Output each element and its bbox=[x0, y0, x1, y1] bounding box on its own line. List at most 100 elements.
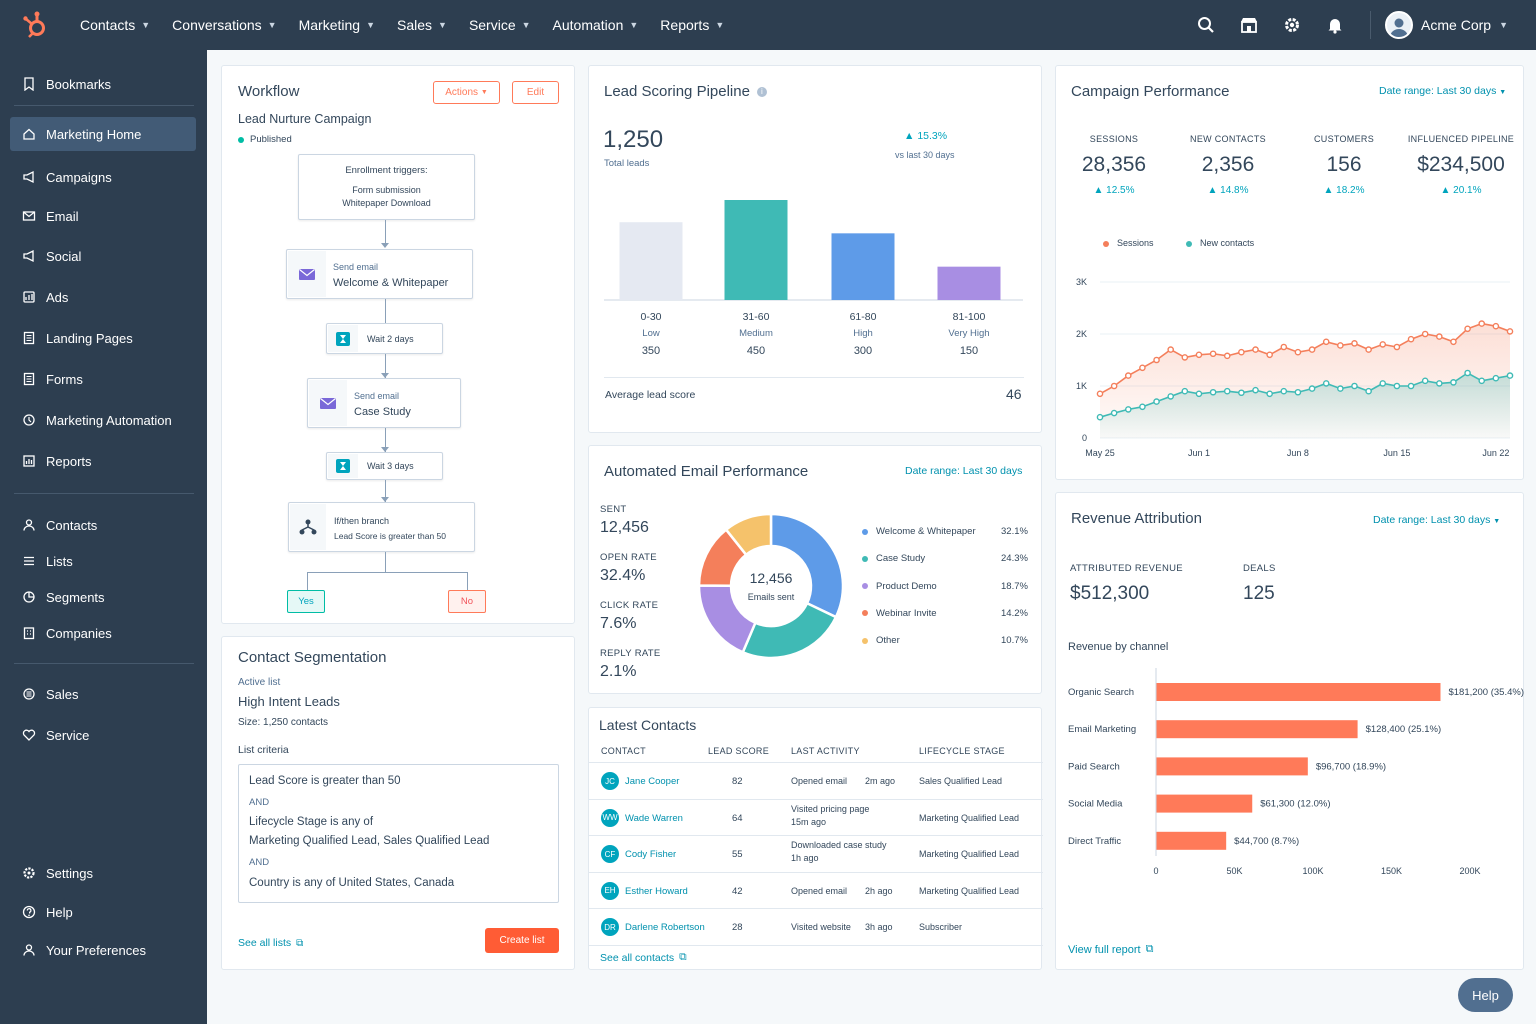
table-row[interactable]: CF Cody Fisher 55 Downloaded case study 1h a… bbox=[589, 835, 1043, 872]
sidebar-item-contacts[interactable]: Contacts bbox=[10, 508, 196, 542]
score-bar-31-60[interactable] bbox=[724, 200, 788, 300]
data-point[interactable] bbox=[1379, 380, 1387, 387]
sidebar-item-service[interactable]: Service bbox=[10, 718, 196, 752]
nav-item-reports[interactable]: Reports ▼ bbox=[660, 17, 724, 33]
sidebar-item-your-preferences[interactable]: Your Preferences bbox=[10, 933, 196, 967]
revenue-bar-email-marketing[interactable] bbox=[1156, 720, 1358, 739]
data-point[interactable] bbox=[1322, 380, 1330, 387]
data-point[interactable] bbox=[1436, 380, 1443, 387]
enrollment-trigger-box[interactable]: Enrollment triggers: Form submission Whi… bbox=[298, 154, 475, 220]
score-bar-0-30[interactable] bbox=[619, 222, 683, 300]
data-point[interactable] bbox=[1478, 377, 1486, 385]
revenue-bar-social-media[interactable] bbox=[1156, 794, 1253, 813]
data-point[interactable] bbox=[1195, 390, 1203, 398]
data-point[interactable] bbox=[1153, 398, 1160, 405]
see-all-contacts-link[interactable]: See all contacts ⧉ bbox=[600, 951, 687, 964]
data-point[interactable] bbox=[1393, 382, 1401, 390]
data-point[interactable] bbox=[1223, 352, 1231, 360]
sidebar-item-reports[interactable]: Reports bbox=[10, 444, 196, 478]
donut-slice-other[interactable] bbox=[724, 512, 773, 557]
data-point[interactable] bbox=[1421, 330, 1429, 338]
sidebar-item-landing-pages[interactable]: Landing Pages bbox=[10, 321, 196, 355]
table-row[interactable]: DR Darlene Robertson 28 Visited website 3h a… bbox=[589, 908, 1043, 945]
contact-name-link[interactable]: Jane Cooper bbox=[625, 776, 680, 787]
data-point[interactable] bbox=[1421, 377, 1429, 385]
sidebar-item-campaigns[interactable]: Campaigns bbox=[10, 160, 196, 194]
score-bar-81-100[interactable] bbox=[937, 266, 1001, 300]
nav-item-marketing[interactable]: Marketing ▼ bbox=[299, 17, 375, 33]
data-point[interactable] bbox=[1280, 343, 1288, 351]
nav-item-service[interactable]: Service ▼ bbox=[469, 17, 531, 33]
data-point[interactable] bbox=[1294, 348, 1302, 356]
sidebar-item-email[interactable]: Email bbox=[10, 199, 196, 233]
workflow-step-wait[interactable]: Wait 3 days bbox=[326, 452, 443, 480]
sidebar-item-segments[interactable]: Segments bbox=[10, 580, 196, 614]
workflow-step-send-email[interactable]: Send email Case Study bbox=[307, 378, 461, 428]
edit-button[interactable]: Edit bbox=[512, 81, 559, 104]
sidebar-item-bookmarks[interactable]: Bookmarks bbox=[10, 67, 196, 101]
nav-item-contacts[interactable]: Contacts ▼ bbox=[80, 17, 150, 33]
sidebar-item-marketing-home[interactable]: Marketing Home bbox=[10, 117, 196, 151]
data-point[interactable] bbox=[1181, 354, 1189, 361]
table-row[interactable]: EH Esther Howard 42 Opened email 2h ago Marke… bbox=[589, 871, 1043, 909]
data-point[interactable] bbox=[1238, 389, 1245, 397]
donut-slice-case-study[interactable] bbox=[741, 601, 838, 660]
data-point[interactable] bbox=[1365, 346, 1372, 353]
notifications-bell-icon[interactable] bbox=[1313, 16, 1356, 34]
date-range-selector[interactable]: Date range: Last 30 days bbox=[905, 465, 1023, 477]
contact-name-link[interactable]: Darlene Robertson bbox=[625, 922, 705, 934]
actions-dropdown-button[interactable]: Actions ▼ bbox=[433, 81, 500, 104]
data-point[interactable] bbox=[1308, 385, 1316, 392]
data-point[interactable] bbox=[1096, 390, 1104, 398]
data-point[interactable] bbox=[1407, 382, 1415, 390]
branch-no-button[interactable]: No bbox=[448, 590, 486, 613]
data-point[interactable] bbox=[1139, 364, 1146, 372]
data-point[interactable] bbox=[1096, 413, 1104, 421]
data-point[interactable] bbox=[1266, 351, 1273, 359]
data-point[interactable] bbox=[1337, 342, 1344, 349]
sidebar-item-ads[interactable]: Ads bbox=[10, 280, 196, 314]
sidebar-item-sales[interactable]: Sales bbox=[10, 677, 196, 711]
data-point[interactable] bbox=[1252, 386, 1259, 394]
data-point[interactable] bbox=[1153, 356, 1160, 364]
data-point[interactable] bbox=[1379, 341, 1387, 348]
contact-name-link[interactable]: Wade Warren bbox=[625, 812, 683, 824]
data-point[interactable] bbox=[1124, 372, 1132, 379]
data-point[interactable] bbox=[1450, 338, 1457, 346]
nav-item-sales[interactable]: Sales ▼ bbox=[397, 17, 447, 33]
data-point[interactable] bbox=[1506, 372, 1514, 379]
data-point[interactable] bbox=[1365, 387, 1372, 395]
sidebar-item-companies[interactable]: Companies bbox=[10, 616, 196, 650]
data-point[interactable] bbox=[1407, 335, 1415, 343]
data-point[interactable] bbox=[1337, 385, 1344, 392]
revenue-bar-paid-search[interactable] bbox=[1156, 757, 1308, 776]
data-point[interactable] bbox=[1110, 409, 1118, 417]
data-point[interactable] bbox=[1167, 346, 1174, 353]
hubspot-logo-icon[interactable] bbox=[0, 11, 70, 39]
revenue-bar-organic-search[interactable] bbox=[1156, 683, 1441, 701]
date-range-selector[interactable]: Date range: Last 30 days ▼ bbox=[1379, 85, 1506, 97]
settings-gear-icon[interactable] bbox=[1270, 16, 1313, 34]
data-point[interactable] bbox=[1322, 338, 1330, 346]
help-button[interactable]: Help bbox=[1458, 978, 1513, 1012]
sidebar-item-marketing-automation[interactable]: Marketing Automation bbox=[10, 403, 196, 437]
data-point[interactable] bbox=[1209, 350, 1217, 358]
workflow-step-branch[interactable]: If/then branch Lead Score is greater tha… bbox=[288, 502, 475, 552]
contact-name-link[interactable]: Esther Howard bbox=[625, 885, 688, 897]
nav-item-automation[interactable]: Automation ▼ bbox=[553, 17, 639, 33]
sidebar-item-social[interactable]: Social bbox=[10, 239, 196, 273]
create-list-button[interactable]: Create list bbox=[485, 928, 559, 953]
data-point[interactable] bbox=[1252, 346, 1259, 353]
data-point[interactable] bbox=[1266, 390, 1273, 398]
data-point[interactable] bbox=[1464, 325, 1471, 333]
sidebar-item-settings[interactable]: Settings bbox=[10, 856, 196, 890]
workflow-step-wait[interactable]: Wait 2 days bbox=[326, 323, 443, 354]
data-point[interactable] bbox=[1492, 322, 1500, 330]
score-bar-61-80[interactable] bbox=[831, 233, 895, 300]
contact-name-link[interactable]: Cody Fisher bbox=[625, 849, 677, 861]
data-point[interactable] bbox=[1492, 374, 1500, 382]
data-point[interactable] bbox=[1464, 369, 1471, 377]
data-point[interactable] bbox=[1351, 340, 1358, 347]
data-point[interactable] bbox=[1506, 328, 1514, 335]
data-point[interactable] bbox=[1436, 333, 1443, 340]
